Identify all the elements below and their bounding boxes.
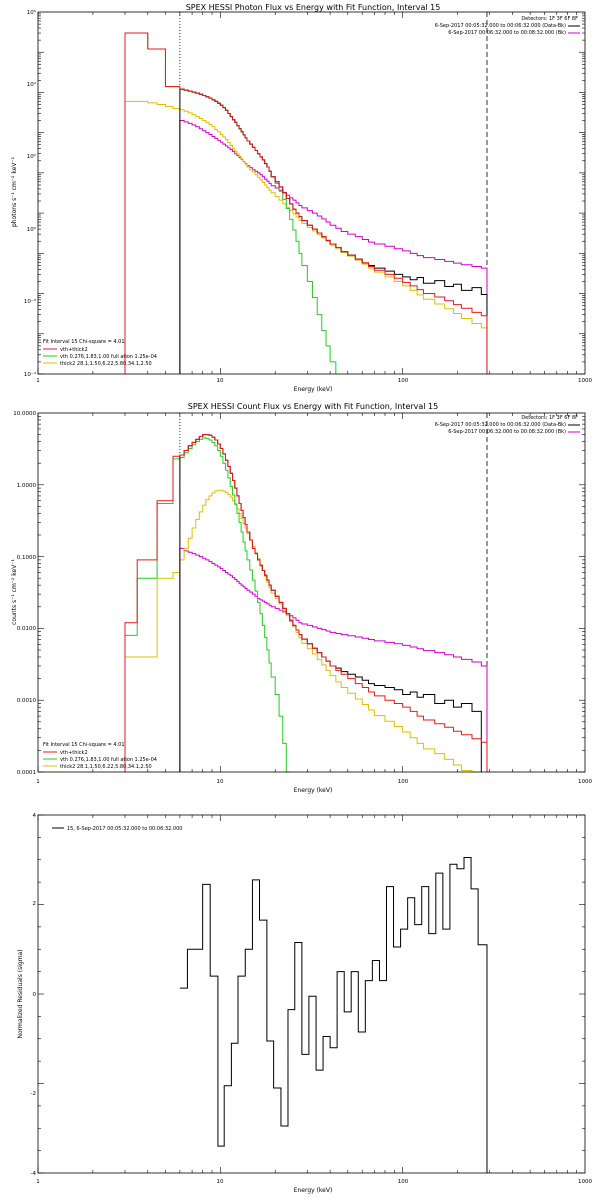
count-x-tick-label: 1000 xyxy=(578,779,592,785)
count-y-axis-label: counts s⁻¹ cm⁻² keV⁻¹ xyxy=(11,559,18,625)
count-x-axis-label: Energy (keV) xyxy=(294,787,333,794)
residuals-panel: Energy (keV) Normalized Residuals (sigma… xyxy=(17,813,592,1194)
photon-x-ticks xyxy=(37,12,577,374)
photon-y-tick-label: 10⁻³ xyxy=(24,298,36,305)
residuals-y-ticks xyxy=(38,814,585,1174)
photon-series-data xyxy=(179,88,488,374)
residuals-series-residuals xyxy=(179,857,488,1173)
residuals-x-tick-label: 100 xyxy=(398,1179,409,1185)
residuals-y-tick-label: 2 xyxy=(33,901,37,907)
count-series-data xyxy=(179,434,482,772)
count-info-block: Detectors: 1F 3F 6F 8F 6-Sep-2017 00:05:… xyxy=(435,415,580,435)
photon-x-tick-label: 10 xyxy=(217,378,224,384)
count-detectors-line: Detectors: 1F 3F 6F 8F xyxy=(521,415,578,421)
photon-legend-vth: vth 0.276,1.83,1.00 full ation 1.25e-04 xyxy=(60,354,157,360)
photon-legend-thick2: thick2 28.1,1.50,6.22,5.80,34.1,2.50 xyxy=(60,361,152,367)
count-x-tick-label: 100 xyxy=(398,779,409,785)
photon-flux-panel: SPEX HESSI Photon Flux vs Energy with Fi… xyxy=(11,3,592,393)
residuals-legend-text: 15, 6-Sep-2017 00:05:32.000 to 00:06:32.… xyxy=(67,826,182,832)
count-legend: Fit Interval 15 Chi-square = 4.01 vth+th… xyxy=(43,742,157,770)
residuals-x-axis-label: Energy (keV) xyxy=(294,1187,333,1194)
photon-x-axis-label: Energy (keV) xyxy=(294,386,333,393)
residuals-y-tick-label: 0 xyxy=(33,992,37,998)
count-data-interval-line: 6-Sep-2017 00:05:32.000 to 00:06:32.000 … xyxy=(435,422,566,428)
photon-data-interval-line: 6-Sep-2017 00:05:32.000 to 00:06:32.000 … xyxy=(435,23,566,29)
residuals-series xyxy=(179,857,488,1173)
photon-y-ticks xyxy=(38,13,585,375)
count-bk-interval-line: 6-Sep-2017 00:06:32.000 to 00:08:32.000 … xyxy=(448,429,566,435)
photon-detectors-line: Detectors: 1F 3F 6F 8F xyxy=(521,16,578,22)
count-y-tick-labels: 0.0001 0.0010 0.0100 0.1000 1.0000 10.00… xyxy=(13,411,36,776)
residuals-x-tick-label: 10 xyxy=(217,1179,224,1185)
photon-legend-total: vth+thick2 xyxy=(60,347,88,353)
count-y-tick-label: 1.0000 xyxy=(17,483,37,489)
count-y-tick-label: 10.0000 xyxy=(13,411,36,417)
residuals-legend: 15, 6-Sep-2017 00:05:32.000 to 00:06:32.… xyxy=(52,826,182,832)
photon-series-thick2 xyxy=(124,100,488,374)
count-y-tick-label: 0.1000 xyxy=(17,555,37,561)
photon-marker-lines xyxy=(179,12,488,374)
photon-info-block: Detectors: 1F 3F 6F 8F 6-Sep-2017 00:05:… xyxy=(435,16,580,36)
photon-series-vth xyxy=(124,32,337,374)
count-legend-vth: vth 0.276,1.83,1.00 full ation 1.25e-04 xyxy=(60,757,157,763)
residuals-x-ticks xyxy=(37,815,577,1173)
count-plot-frame xyxy=(37,412,586,773)
count-series-vth-thick2 xyxy=(124,434,488,772)
count-x-tick-label: 1 xyxy=(36,779,40,785)
photon-series xyxy=(124,32,488,374)
residuals-plot-frame xyxy=(37,814,586,1174)
count-y-tick-label: 0.0001 xyxy=(17,770,36,776)
count-chart-title: SPEX HESSI Count Flux vs Energy with Fit… xyxy=(188,402,439,411)
photon-y-axis-label: photons s⁻¹ cm⁻² keV⁻¹ xyxy=(11,156,18,227)
count-series-thick2 xyxy=(124,489,482,773)
photon-y-tick-labels: 10⁻⁴ 10⁻³ 10⁰ 10² 10⁴ 10⁵ xyxy=(24,9,37,378)
residuals-y-tick-label: 4 xyxy=(33,813,37,819)
photon-y-tick-label: 10⁻⁴ xyxy=(24,371,37,378)
count-x-ticks xyxy=(37,413,577,772)
count-series-vth xyxy=(124,437,290,773)
photon-legend: Fit Interval 15 Chi-square = 4.01 vth+th… xyxy=(43,339,157,367)
count-flux-panel: SPEX HESSI Count Flux vs Energy with Fit… xyxy=(11,402,592,794)
count-series-background xyxy=(179,547,488,772)
photon-y-tick-label: 10⁰ xyxy=(27,226,37,233)
photon-series-background xyxy=(179,120,488,374)
residuals-y-tick-label: -4 xyxy=(31,1171,37,1177)
count-series xyxy=(124,434,488,773)
photon-x-tick-label: 1 xyxy=(36,378,40,384)
residuals-y-tick-label: -2 xyxy=(31,1091,36,1097)
photon-y-tick-label: 10⁴ xyxy=(27,81,37,88)
count-x-tick-label: 10 xyxy=(217,779,224,785)
photon-plot-frame xyxy=(37,11,586,375)
photon-x-tick-label: 1000 xyxy=(578,378,592,384)
count-y-tick-label: 0.0010 xyxy=(17,698,37,704)
photon-x-tick-label: 100 xyxy=(398,378,409,384)
photon-bk-interval-line: 6-Sep-2017 00:06:32.000 to 00:08:32.000 … xyxy=(448,30,566,36)
photon-y-tick-label: 10⁵ xyxy=(27,9,36,16)
count-legend-thick2: thick2 28.1,1.50,6.22,5.80,34.1,2.50 xyxy=(60,764,152,770)
count-y-tick-label: 0.0100 xyxy=(17,626,37,632)
count-fit-info: Fit Interval 15 Chi-square = 4.01 xyxy=(43,742,125,748)
photon-chart-title: SPEX HESSI Photon Flux vs Energy with Fi… xyxy=(186,3,441,12)
count-x-tick-labels: 1 10 100 1000 xyxy=(36,779,592,785)
photon-fit-info: Fit Interval 15 Chi-square = 4.01 xyxy=(43,339,125,345)
residuals-y-tick-labels: -4 -2 0 2 4 xyxy=(31,813,37,1177)
residuals-y-axis-label: Normalized Residuals (sigma) xyxy=(17,949,24,1038)
residuals-x-tick-label: 1000 xyxy=(578,1179,592,1185)
count-legend-total: vth+thick2 xyxy=(60,750,88,756)
residuals-x-tick-labels: 1 10 100 1000 xyxy=(36,1179,592,1185)
photon-series-vth-thick2 xyxy=(124,32,488,374)
residuals-x-tick-label: 1 xyxy=(36,1179,40,1185)
photon-x-tick-labels: 1 10 100 1000 xyxy=(36,378,592,384)
count-y-ticks xyxy=(38,415,585,773)
photon-y-tick-label: 10² xyxy=(27,153,36,160)
